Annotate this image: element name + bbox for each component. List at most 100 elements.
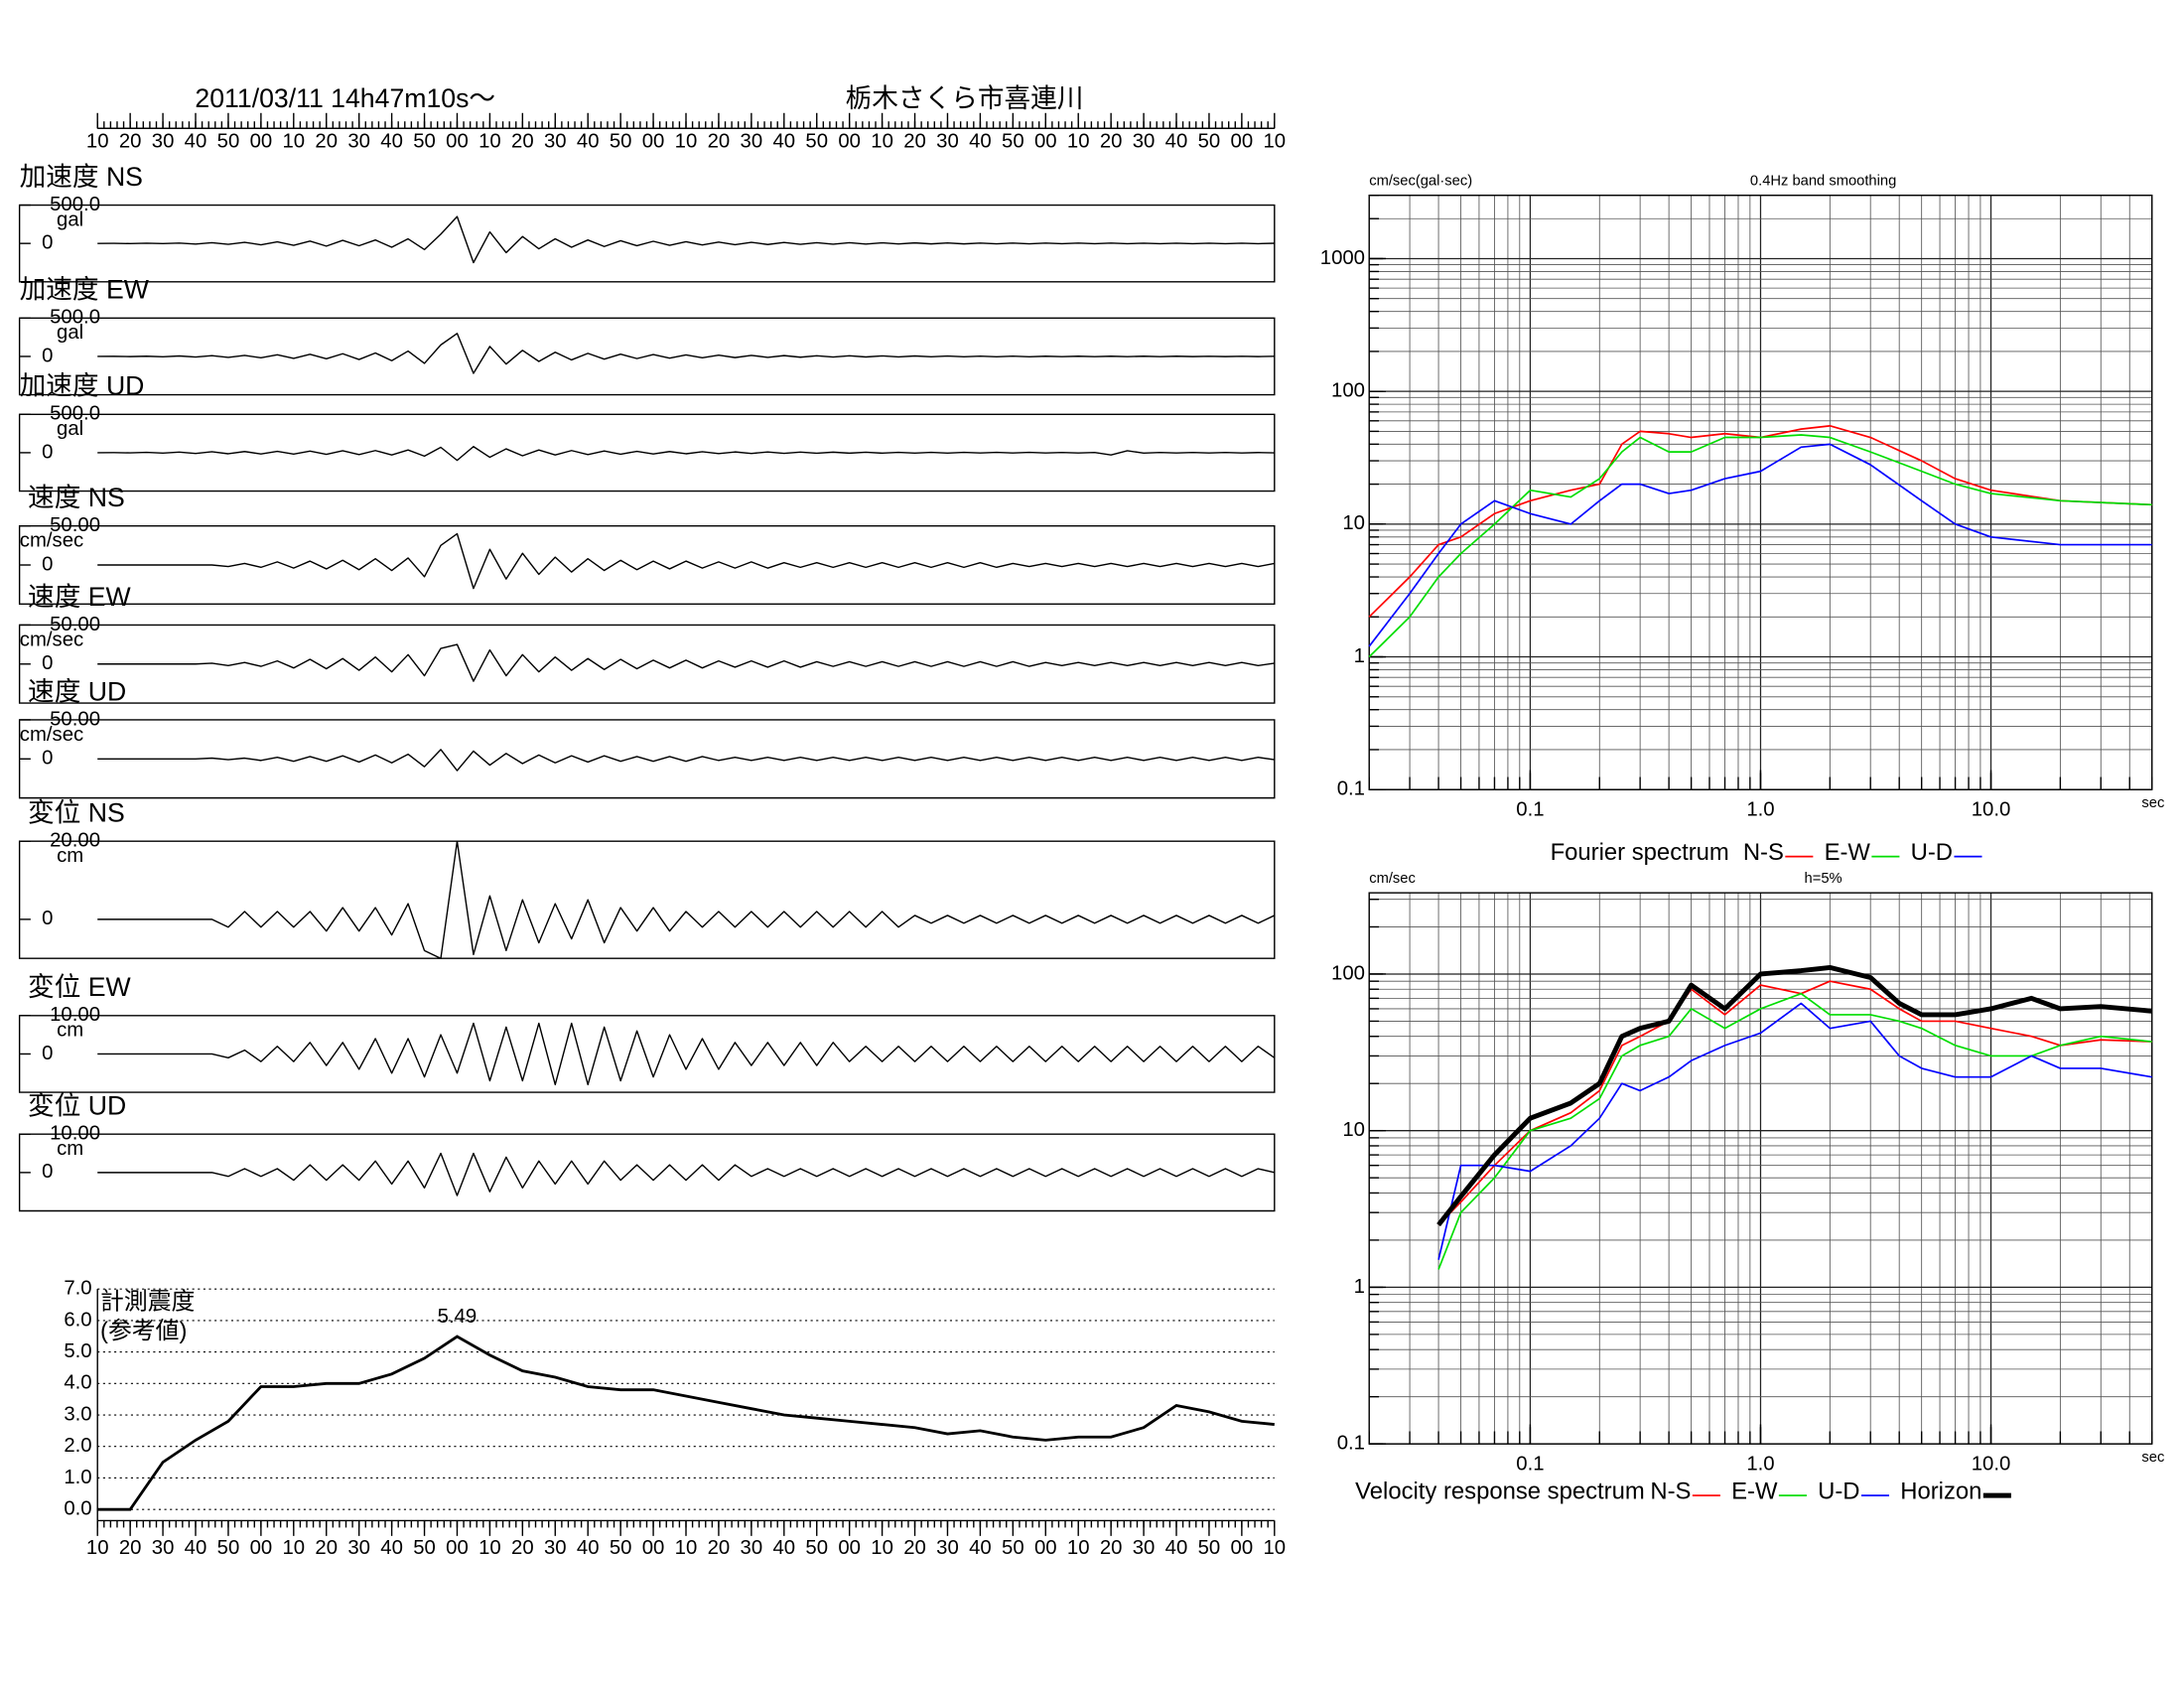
- x-tick-label: 10: [1067, 1537, 1090, 1559]
- x-tick-label: 40: [185, 1537, 207, 1559]
- x-tick-label: 50: [217, 131, 240, 153]
- x-tick-label: 00: [642, 1537, 665, 1559]
- y-tick-label: 4.0: [64, 1372, 91, 1394]
- x-tick-label: 20: [511, 1537, 534, 1559]
- value-label: 5.49: [438, 1306, 478, 1328]
- x-tick-label: 10: [1263, 1537, 1286, 1559]
- y-tick-label: 3.0: [64, 1403, 91, 1425]
- panel-frame: [18, 413, 1276, 492]
- x-tick-label: 10: [478, 1537, 501, 1559]
- waveform: [97, 643, 1275, 682]
- x-tick-label: 40: [1165, 131, 1188, 153]
- y-axis-label: cm/sec: [1369, 871, 1416, 887]
- x-tick-label: 50: [610, 131, 632, 153]
- x-tick-label: 10: [871, 1537, 893, 1559]
- y-tick-label: 50.00: [50, 614, 100, 635]
- x-axis-label: sec: [2141, 1450, 2164, 1466]
- chart-title: 計測震度: [100, 1289, 195, 1316]
- x-tick-label: 00: [838, 1537, 861, 1559]
- x-tick-label: 00: [1231, 131, 1254, 153]
- legend-label: Horizon: [1900, 1478, 1981, 1505]
- y-tick-label: 10: [1342, 1119, 1365, 1141]
- x-tick-label: 40: [577, 1537, 600, 1559]
- x-tick-label: 10: [675, 1537, 698, 1559]
- x-tick-label: 30: [544, 131, 567, 153]
- x-tick-label: 40: [969, 1537, 992, 1559]
- panel-label: 加速度 NS: [20, 162, 143, 192]
- spectrum-line: [1368, 443, 2152, 647]
- x-tick-label: 10: [282, 1537, 305, 1559]
- x-tick-label: 50: [1198, 131, 1221, 153]
- y-tick-label: 0: [42, 908, 53, 929]
- x-tick-label: 40: [577, 131, 600, 153]
- y-tick-label: 1000: [1320, 247, 1365, 269]
- x-tick-label: 00: [838, 131, 861, 153]
- y-tick-label: 1.0: [64, 1467, 91, 1488]
- unit-label: gal: [57, 322, 83, 344]
- unit-label: gal: [57, 418, 83, 440]
- spectrum-line: [1437, 992, 2152, 1270]
- y-tick-label: 500.0: [50, 307, 100, 329]
- waveform: [97, 532, 1275, 590]
- x-tick-label: 00: [250, 131, 273, 153]
- x-tick-label: 20: [315, 131, 338, 153]
- legend-label: E-W: [1825, 839, 1871, 866]
- intensity-line: [97, 1335, 1275, 1511]
- x-tick-label: 20: [119, 1537, 142, 1559]
- x-tick-label: 00: [1034, 131, 1057, 153]
- panel-frame: [18, 624, 1276, 704]
- x-tick-label: 50: [1002, 1537, 1024, 1559]
- x-tick-label: 10.0: [1972, 799, 2011, 821]
- x-tick-label: 40: [380, 1537, 403, 1559]
- x-tick-label: 40: [969, 131, 992, 153]
- panel-label: 加速度 UD: [20, 371, 145, 401]
- x-tick-label: 00: [1034, 1537, 1057, 1559]
- x-tick-label: 40: [380, 131, 403, 153]
- y-tick-label: 0.0: [64, 1498, 91, 1520]
- y-tick-label: 50.00: [50, 514, 100, 536]
- legend-label: U-D: [1911, 839, 1953, 866]
- unit-label: cm: [57, 1138, 83, 1160]
- y-tick-label: 5.0: [64, 1340, 91, 1362]
- x-tick-label: 30: [347, 1537, 370, 1559]
- panel-frame: [18, 1015, 1276, 1093]
- panel-label: 速度 EW: [28, 582, 131, 612]
- waveform: [97, 215, 1275, 264]
- y-tick-label: 0: [42, 232, 53, 254]
- y-tick-label: 0: [42, 345, 53, 366]
- panel-label: 変位 UD: [28, 1091, 126, 1121]
- x-tick-label: 00: [250, 1537, 273, 1559]
- x-tick-label: 20: [708, 131, 731, 153]
- unit-label: gal: [57, 209, 83, 230]
- x-tick-label: 30: [1133, 131, 1156, 153]
- spectrum-line: [1437, 1002, 2152, 1260]
- x-tick-label: 20: [119, 131, 142, 153]
- legend-label: U-D: [1818, 1478, 1859, 1505]
- x-tick-label: 50: [1002, 131, 1024, 153]
- panel-frame: [18, 524, 1276, 606]
- y-tick-label: 1: [1354, 1276, 1365, 1298]
- x-tick-label: 30: [1133, 1537, 1156, 1559]
- x-tick-label: 10: [86, 1537, 109, 1559]
- x-tick-label: 1.0: [1746, 799, 1774, 821]
- y-tick-label: 10.00: [50, 1123, 100, 1145]
- spectrum-line: [1368, 425, 2152, 618]
- x-tick-label: 10: [871, 131, 893, 153]
- x-tick-label: 20: [903, 1537, 926, 1559]
- x-tick-label: 1.0: [1746, 1454, 1774, 1476]
- unit-label: cm/sec: [20, 529, 83, 551]
- panel-frame: [18, 204, 1276, 283]
- x-tick-label: 50: [610, 1537, 632, 1559]
- x-tick-label: 10: [282, 131, 305, 153]
- x-tick-label: 30: [152, 131, 175, 153]
- x-tick-label: 20: [315, 1537, 338, 1559]
- panel-frame: [18, 1133, 1276, 1212]
- x-tick-label: 10: [478, 131, 501, 153]
- y-tick-label: 1: [1354, 645, 1365, 667]
- y-tick-label: 20.00: [50, 830, 100, 852]
- x-tick-label: 50: [217, 1537, 240, 1559]
- chart-subtitle: h=5%: [1805, 871, 1843, 887]
- x-tick-label: 30: [347, 131, 370, 153]
- spectrum-line: [1368, 434, 2152, 658]
- x-tick-label: 10: [1067, 131, 1090, 153]
